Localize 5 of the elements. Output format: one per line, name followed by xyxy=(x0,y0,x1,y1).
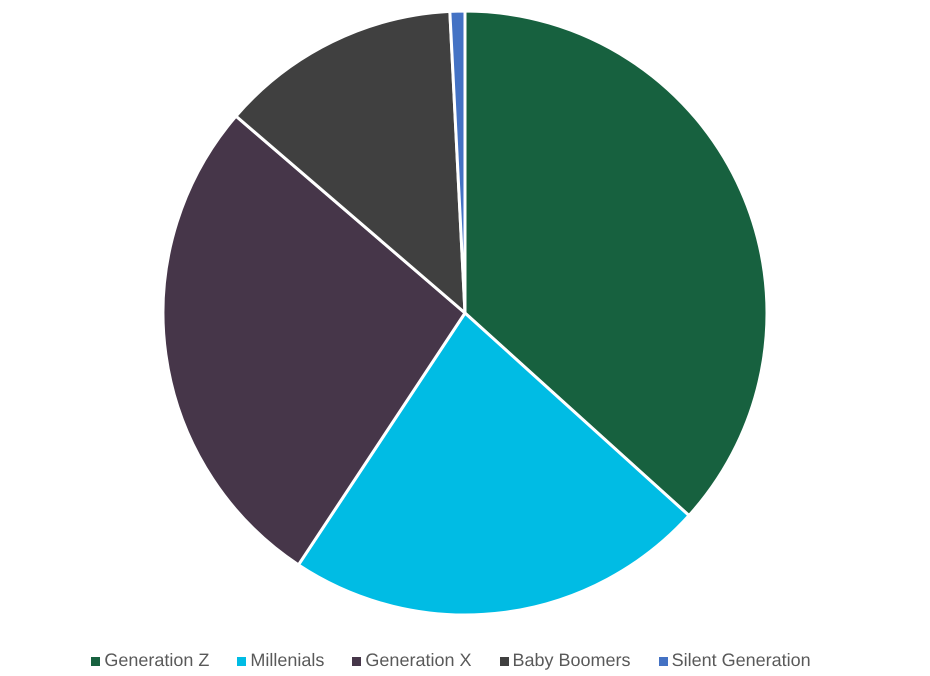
legend-label: Baby Boomers xyxy=(512,650,631,670)
legend-label: Generation X xyxy=(365,650,472,670)
legend-label: Millenials xyxy=(250,650,324,670)
legend-label: Generation Z xyxy=(104,650,210,670)
legend-label: Silent Generation xyxy=(672,650,811,670)
